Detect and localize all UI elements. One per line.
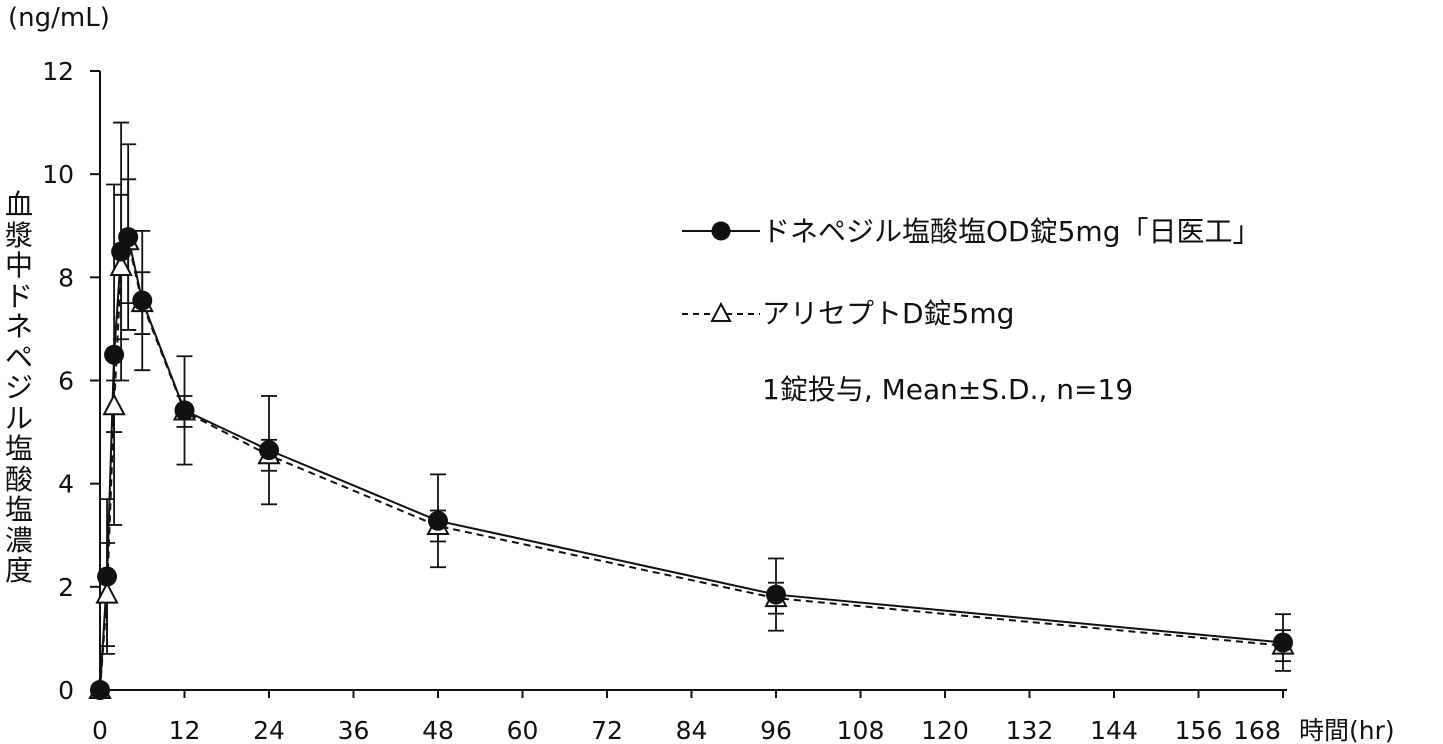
y-tick-label: 8 bbox=[58, 263, 74, 292]
x-tick-label: 24 bbox=[253, 716, 285, 744]
legend-item-reference: アリセプトD錠5mg bbox=[680, 292, 1014, 332]
x-axis-unit-label: 時間(hr) bbox=[1299, 716, 1395, 744]
x-tick-label: 144 bbox=[1090, 716, 1138, 744]
data-point-circle bbox=[428, 510, 448, 531]
y-tick-label: 2 bbox=[58, 573, 74, 602]
legend-swatch-solid-circle bbox=[682, 221, 760, 241]
y-tick-label: 0 bbox=[58, 676, 74, 705]
data-point-circle bbox=[104, 344, 125, 365]
x-tick-label: 36 bbox=[338, 716, 370, 744]
x-tick-label: 60 bbox=[507, 716, 539, 744]
x-tick-label: 132 bbox=[1006, 716, 1054, 744]
legend-item-test: ドネペジル塩酸塩OD錠5mg「日医工」 bbox=[680, 210, 1260, 250]
x-tick-label: 120 bbox=[921, 716, 969, 744]
legend-label-test: ドネペジル塩酸塩OD錠5mg「日医工」 bbox=[762, 215, 1261, 248]
y-tick-label: 10 bbox=[42, 160, 74, 189]
x-tick-label: 12 bbox=[169, 716, 201, 744]
x-tick-label: 96 bbox=[760, 716, 792, 744]
x-tick-label: 0 bbox=[92, 716, 108, 744]
legend-label-reference: アリセプトD錠5mg bbox=[762, 297, 1015, 330]
y-unit-label: (ng/mL) bbox=[8, 3, 110, 33]
series-line bbox=[99, 240, 1284, 691]
data-point-circle bbox=[90, 680, 110, 700]
y-tick-label: 6 bbox=[58, 367, 74, 396]
legend-swatch-dashed-triangle bbox=[682, 301, 760, 322]
y-tick-label: 12 bbox=[42, 57, 74, 86]
data-point-triangle bbox=[102, 393, 126, 416]
data-point-triangle bbox=[109, 253, 133, 277]
data-point-circle bbox=[97, 566, 118, 587]
series-markers bbox=[88, 227, 1295, 700]
y-axis-label: 血漿中ドネペジル塩酸塩濃度 bbox=[4, 188, 33, 587]
x-tick-label: 156 bbox=[1175, 716, 1223, 744]
y-tick-label: 4 bbox=[58, 470, 74, 499]
data-point-circle bbox=[259, 440, 279, 461]
x-tick-label: 168 bbox=[1233, 716, 1281, 744]
legend-annotation: 1錠投与, Mean±S.D., n=19 bbox=[762, 373, 1134, 406]
data-point-triangle bbox=[95, 581, 119, 604]
data-point-circle bbox=[132, 290, 153, 311]
x-tick-label: 48 bbox=[422, 716, 454, 744]
x-tick-label: 84 bbox=[676, 716, 708, 744]
data-point-circle bbox=[174, 400, 195, 421]
data-point-circle bbox=[1273, 632, 1293, 653]
data-point-circle bbox=[766, 584, 786, 605]
x-tick-label: 108 bbox=[837, 716, 885, 744]
data-point-circle bbox=[118, 227, 139, 248]
x-tick-label: 72 bbox=[591, 716, 623, 744]
